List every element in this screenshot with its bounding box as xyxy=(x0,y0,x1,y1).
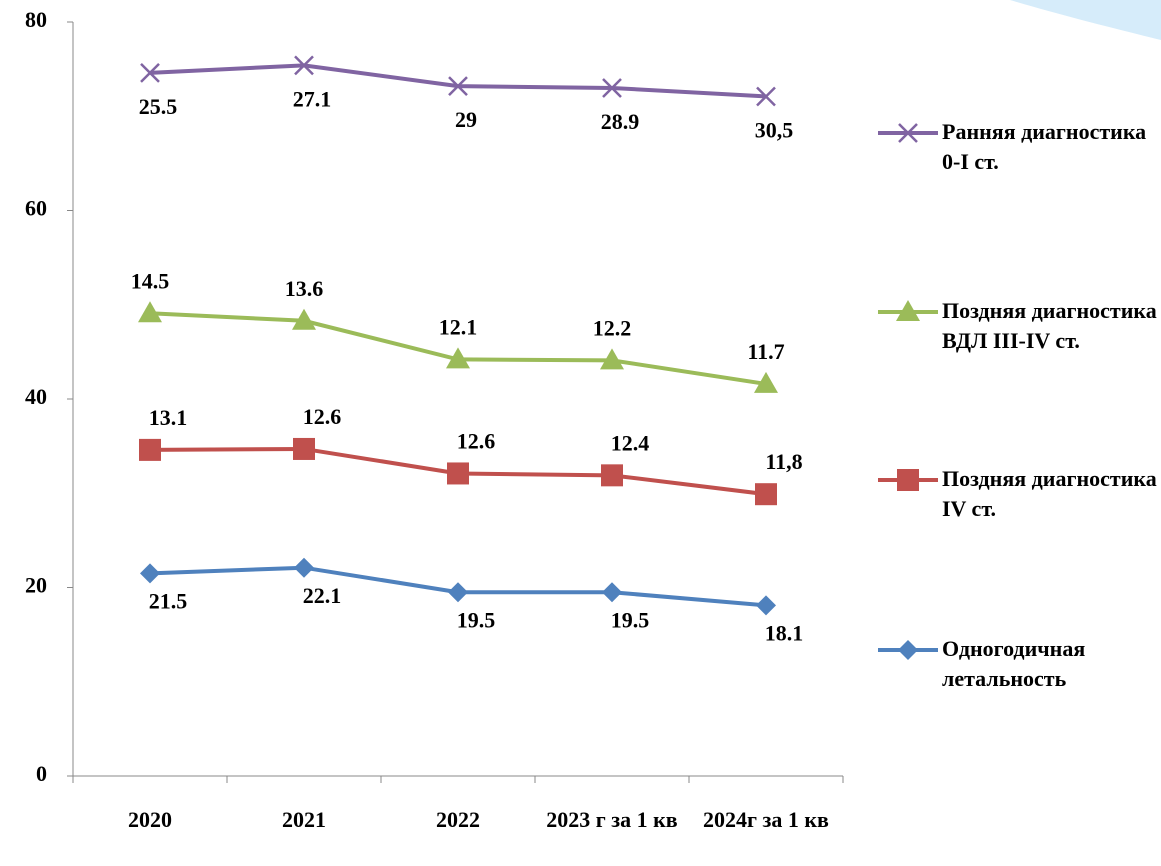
marker xyxy=(898,640,918,660)
marker xyxy=(448,582,468,603)
data-label: 11.7 xyxy=(747,339,784,364)
data-label: 19.5 xyxy=(457,607,496,632)
data-label: 14.5 xyxy=(131,268,170,293)
marker xyxy=(448,76,468,96)
marker xyxy=(754,371,778,393)
data-label: 19.5 xyxy=(611,607,650,632)
data-label: 21.5 xyxy=(149,588,188,613)
data-label: 27.1 xyxy=(293,86,332,111)
marker xyxy=(756,86,776,107)
data-label: 13.1 xyxy=(149,405,188,430)
marker xyxy=(446,347,470,369)
data-label: 12.2 xyxy=(593,315,632,340)
x-tick-label: 2020 xyxy=(128,807,172,832)
x-tick-label: 2023 г за 1 кв xyxy=(546,807,678,832)
marker xyxy=(896,300,920,321)
marker xyxy=(292,308,316,330)
marker xyxy=(140,63,160,83)
marker xyxy=(600,348,624,370)
y-tick-label: 80 xyxy=(25,7,47,32)
legend-label: Одногодичная летальность xyxy=(942,636,1086,691)
data-label: 12.6 xyxy=(303,404,342,429)
marker xyxy=(138,301,162,323)
marker xyxy=(601,464,623,487)
marker xyxy=(294,557,314,578)
x-tick-label: 2021 xyxy=(282,807,326,832)
data-label: 12.6 xyxy=(457,429,496,454)
x-tick-label: 2024г за 1 кв xyxy=(703,807,829,832)
x-tick-label: 2022 xyxy=(436,807,480,832)
data-label: 18.1 xyxy=(765,620,804,645)
legend-label: Поздняя диагностика ВДЛ III-IV ст. xyxy=(942,298,1157,353)
data-label: 28.9 xyxy=(601,109,640,134)
y-tick-label: 0 xyxy=(36,761,47,786)
data-label: 30,5 xyxy=(755,118,794,143)
y-tick-label: 60 xyxy=(25,196,47,221)
line xyxy=(149,63,767,99)
marker xyxy=(602,582,622,603)
marker xyxy=(294,55,314,76)
marker xyxy=(140,563,160,584)
legend-label: Поздняя диагностика IV ст. xyxy=(942,466,1157,521)
legend-label: Ранняя диагностика 0-I ст. xyxy=(942,119,1147,174)
data-label: 25.5 xyxy=(139,94,178,119)
marker xyxy=(139,438,161,461)
data-label: 12.4 xyxy=(611,430,650,455)
data-label: 11,8 xyxy=(765,449,802,474)
data-label: 12.1 xyxy=(439,314,478,339)
decoration xyxy=(1010,0,1161,40)
y-tick-label: 40 xyxy=(25,384,47,409)
marker xyxy=(898,123,918,143)
marker xyxy=(755,483,777,506)
data-label: 29 xyxy=(455,107,477,132)
marker xyxy=(602,78,622,98)
marker xyxy=(447,462,469,485)
data-label: 13.6 xyxy=(285,276,324,301)
marker xyxy=(756,595,776,616)
marker xyxy=(293,437,315,460)
y-tick-label: 20 xyxy=(25,573,47,598)
data-label: 22.1 xyxy=(303,583,342,608)
marker xyxy=(897,469,919,491)
